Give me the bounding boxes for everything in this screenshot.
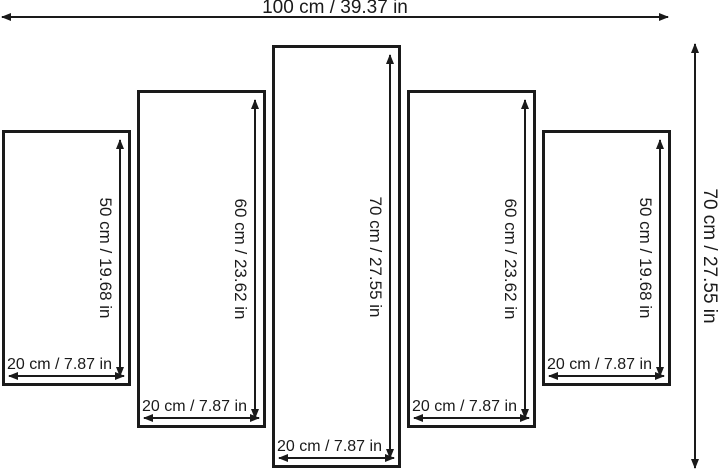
panel-1-height-arrow xyxy=(116,139,124,377)
panel-3-height-label: 70 cm / 27.55 in xyxy=(366,196,385,317)
overall-height-dimension-arrow xyxy=(691,43,699,469)
panel-3: 70 cm / 27.55 in 20 cm / 7.87 in xyxy=(272,45,401,468)
panel-3-height-arrow xyxy=(386,54,394,459)
panel-2-height-arrow xyxy=(251,99,259,419)
panel-4: 60 cm / 23.62 in 20 cm / 7.87 in xyxy=(407,90,536,428)
panel-2-width-arrow xyxy=(143,414,260,422)
panel-4-width-arrow xyxy=(413,414,530,422)
panel-3-width-arrow xyxy=(278,454,395,462)
panel-1-height-label: 50 cm / 19.68 in xyxy=(96,197,115,319)
panel-5-height-arrow xyxy=(656,139,664,377)
panel-2-width-label: 20 cm / 7.87 in xyxy=(142,398,247,415)
panel-5-width-arrow xyxy=(548,372,665,380)
panel-5-height-label: 50 cm / 19.68 in xyxy=(636,197,655,319)
overall-height-label: 70 cm / 27.55 in xyxy=(699,188,720,324)
panel-4-height-arrow xyxy=(521,99,529,419)
panel-3-width-label: 20 cm / 7.87 in xyxy=(277,438,382,455)
panel-4-width-label: 20 cm / 7.87 in xyxy=(412,398,517,415)
panel-1-width-label: 20 cm / 7.87 in xyxy=(7,356,112,373)
panel-1-width-arrow xyxy=(8,372,125,380)
overall-width-dimension-arrow xyxy=(1,13,669,21)
panel-4-height-label: 60 cm / 23.62 in xyxy=(501,198,520,320)
panel-1: 50 cm / 19.68 in 20 cm / 7.87 in xyxy=(2,130,131,386)
panel-5-width-label: 20 cm / 7.87 in xyxy=(547,356,652,373)
panel-5: 50 cm / 19.68 in 20 cm / 7.87 in xyxy=(542,130,671,386)
panel-2-height-label: 60 cm / 23.62 in xyxy=(231,198,250,320)
panel-2: 60 cm / 23.62 in 20 cm / 7.87 in xyxy=(137,90,266,428)
overall-width-label: 100 cm / 39.37 in xyxy=(262,0,408,18)
